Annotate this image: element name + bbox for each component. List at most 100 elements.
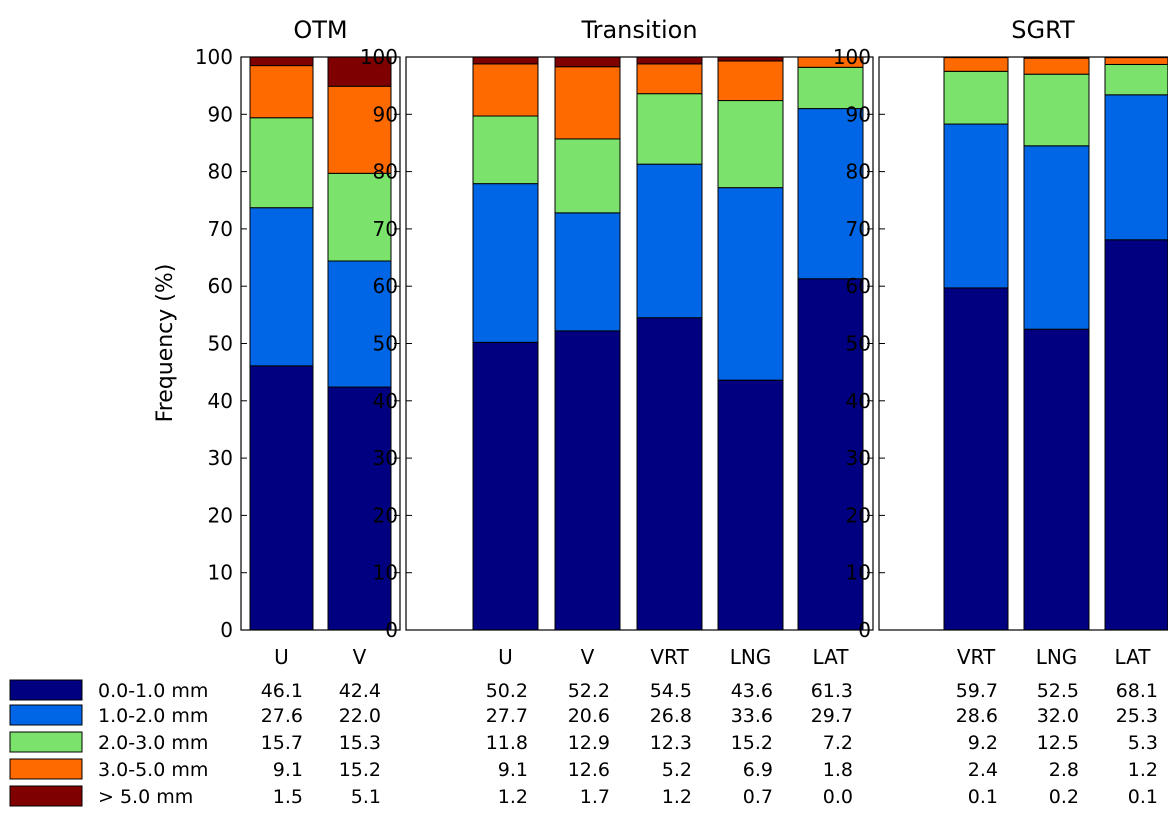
y-tick-label: 20 [846,503,871,527]
legend: 0.0-1.0 mm 1.0-2.0 mm 2.0-3.0 mm 3.0-5.0 mm… [9,679,208,808]
panel-title: SGRT [1011,16,1075,44]
y-tick-label: 90 [373,102,398,126]
bar-segment [717,60,784,102]
x-tick-label: LAT [813,645,850,669]
bar-segment [797,66,864,110]
x-tick-label: V [581,645,595,669]
value-label: 20.6 [568,705,610,727]
legend-label: 3.0-5.0 mm [98,759,208,781]
legend-swatch [9,758,83,780]
x-tick-label: LNG [730,645,772,669]
bar-segment [327,85,392,174]
legend-swatch [9,785,83,807]
value-label: 29.7 [811,705,853,727]
y-tick-label: 10 [373,561,398,585]
bar-segment [943,57,1009,72]
y-tick-label: 10 [208,561,233,585]
bar-segment [249,65,314,119]
bar-segment [717,100,784,189]
bar-segment [554,66,621,140]
bar-segment [717,187,784,381]
value-label: 15.2 [339,759,381,781]
bar-segment [554,212,621,332]
value-label: 9.2 [968,732,998,754]
y-tick-label: 80 [846,160,871,184]
panel-title: Transition [580,16,697,44]
y-tick-label: 70 [846,217,871,241]
y-tick-label: 100 [360,45,398,69]
bar-segment [943,123,1009,289]
y-tick-label: 100 [195,45,233,69]
y-tick-label: 40 [846,389,871,413]
bar-segment [472,183,539,343]
value-label: 7.2 [823,732,853,754]
value-label: 6.9 [743,759,773,781]
bar-segment [249,365,314,631]
value-label: 12.9 [568,732,610,754]
value-label: 5.3 [1128,732,1158,754]
value-label: 27.6 [261,705,303,727]
legend-label: 2.0-3.0 mm [98,732,208,754]
value-label: 0.1 [968,786,998,808]
value-label: 1.2 [662,786,692,808]
y-tick-label: 40 [373,389,398,413]
bar-segment [797,108,864,280]
legend-swatch [9,731,83,753]
y-tick-label: 0 [385,618,398,642]
y-tick-label: 90 [846,102,871,126]
value-label: 9.1 [498,759,528,781]
value-label: 15.3 [339,732,381,754]
value-label: 12.5 [1037,732,1079,754]
bar-segment [636,317,703,631]
y-tick-label: 40 [208,389,233,413]
y-tick-label: 0 [220,618,233,642]
value-label: 22.0 [339,705,381,727]
bar-segment [1023,145,1090,330]
value-label: 0.1 [1128,786,1158,808]
value-label: 28.6 [956,705,998,727]
bar-segment [249,207,314,367]
value-label: 54.5 [650,680,692,702]
x-tick-label: LAT [1115,645,1152,669]
bar-segment [1104,239,1168,631]
y-tick-label: 70 [208,217,233,241]
y-tick-label: 0 [858,618,871,642]
value-label: 0.2 [1049,786,1079,808]
bar-segment [636,63,703,95]
x-tick-label: LNG [1036,645,1078,669]
value-label: 2.4 [968,759,998,781]
value-label: 12.3 [650,732,692,754]
bar-segment [1104,63,1168,96]
panel-transition: U V VRT LNG LAT0102030405060708090100Transit… [360,16,874,669]
legend-label: 1.0-2.0 mm [98,705,208,727]
y-tick-label: 70 [373,217,398,241]
value-label: 0.7 [743,786,773,808]
legend-swatch [9,704,83,726]
y-tick-label: 10 [846,561,871,585]
bar-segment [636,56,703,65]
value-label: 59.7 [956,680,998,702]
bar-segment [1023,73,1090,147]
value-label: 1.5 [273,786,303,808]
value-label: 15.2 [731,732,773,754]
x-tick-label: VRT [957,645,996,669]
value-label: 11.8 [486,732,528,754]
value-label: 1.8 [823,759,853,781]
bar-segment [1023,57,1090,75]
y-tick-label: 50 [373,332,398,356]
bar-segment [1104,57,1168,65]
y-tick-label: 20 [208,503,233,527]
y-axis-label: Frequency (%) [153,264,178,423]
y-tick-label: 60 [373,274,398,298]
bar-segment [472,341,539,631]
y-tick-label: 20 [373,503,398,527]
bar-segment [327,386,392,631]
bar-segment [636,93,703,165]
legend-swatch [9,679,83,701]
y-tick-label: 50 [846,332,871,356]
y-tick-label: 30 [846,446,871,470]
value-label: 9.1 [273,759,303,781]
y-tick-label: 60 [208,274,233,298]
